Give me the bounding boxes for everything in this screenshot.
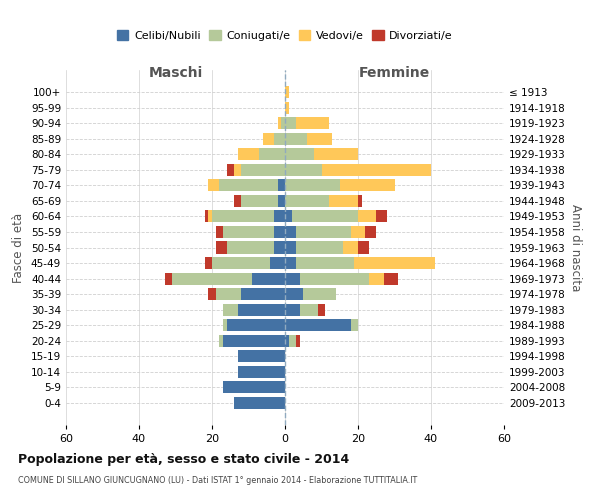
- Bar: [234, 396, 285, 409]
- Bar: [278, 195, 285, 207]
- Bar: [285, 257, 296, 269]
- Bar: [212, 257, 271, 269]
- Bar: [285, 242, 296, 254]
- Bar: [281, 117, 285, 130]
- Bar: [271, 257, 285, 269]
- Bar: [285, 164, 322, 176]
- Bar: [296, 242, 343, 254]
- Text: Popolazione per età, sesso e stato civile - 2014: Popolazione per età, sesso e stato civil…: [18, 452, 349, 466]
- Bar: [303, 288, 336, 300]
- Bar: [358, 195, 362, 207]
- Bar: [212, 210, 274, 222]
- Text: Maschi: Maschi: [148, 66, 203, 80]
- Bar: [223, 226, 274, 238]
- Bar: [234, 164, 241, 176]
- Bar: [383, 272, 398, 284]
- Bar: [296, 257, 355, 269]
- Bar: [369, 272, 383, 284]
- Bar: [350, 319, 358, 331]
- Bar: [289, 334, 296, 346]
- Bar: [172, 272, 252, 284]
- Bar: [296, 117, 329, 130]
- Bar: [350, 226, 365, 238]
- Legend: Celibi/Nubili, Coniugati/e, Vedovi/e, Divorziati/e: Celibi/Nubili, Coniugati/e, Vedovi/e, Di…: [113, 26, 457, 45]
- Bar: [215, 242, 227, 254]
- Bar: [318, 304, 325, 316]
- Bar: [274, 226, 285, 238]
- Bar: [285, 334, 289, 346]
- Bar: [285, 319, 350, 331]
- Bar: [358, 210, 376, 222]
- Bar: [223, 304, 238, 316]
- Bar: [227, 319, 285, 331]
- Bar: [285, 226, 296, 238]
- Bar: [238, 350, 285, 362]
- Bar: [223, 334, 285, 346]
- Bar: [238, 366, 285, 378]
- Bar: [164, 272, 172, 284]
- Bar: [292, 210, 358, 222]
- Bar: [220, 334, 223, 346]
- Bar: [208, 288, 215, 300]
- Bar: [278, 180, 285, 192]
- Bar: [208, 210, 212, 222]
- Bar: [307, 132, 332, 145]
- Bar: [215, 288, 241, 300]
- Text: COMUNE DI SILLANO GIUNCUGNANO (LU) - Dati ISTAT 1° gennaio 2014 - Elaborazione T: COMUNE DI SILLANO GIUNCUGNANO (LU) - Dat…: [18, 476, 417, 485]
- Bar: [355, 257, 434, 269]
- Bar: [285, 180, 340, 192]
- Bar: [358, 242, 369, 254]
- Bar: [329, 195, 358, 207]
- Bar: [241, 164, 285, 176]
- Bar: [285, 102, 289, 114]
- Bar: [205, 210, 208, 222]
- Bar: [205, 257, 212, 269]
- Bar: [285, 148, 314, 160]
- Bar: [241, 288, 285, 300]
- Bar: [285, 132, 307, 145]
- Bar: [259, 148, 285, 160]
- Bar: [343, 242, 358, 254]
- Bar: [299, 272, 369, 284]
- Bar: [223, 319, 227, 331]
- Bar: [285, 195, 329, 207]
- Bar: [274, 242, 285, 254]
- Bar: [340, 180, 395, 192]
- Bar: [274, 210, 285, 222]
- Bar: [285, 210, 292, 222]
- Bar: [241, 195, 278, 207]
- Bar: [274, 132, 285, 145]
- Bar: [376, 210, 387, 222]
- Bar: [314, 148, 358, 160]
- Bar: [285, 86, 289, 99]
- Bar: [365, 226, 376, 238]
- Bar: [238, 304, 285, 316]
- Bar: [299, 304, 318, 316]
- Bar: [238, 148, 259, 160]
- Bar: [227, 242, 274, 254]
- Bar: [234, 195, 241, 207]
- Bar: [227, 164, 234, 176]
- Y-axis label: Fasce di età: Fasce di età: [13, 212, 25, 282]
- Bar: [208, 180, 220, 192]
- Bar: [215, 226, 223, 238]
- Y-axis label: Anni di nascita: Anni di nascita: [569, 204, 582, 291]
- Bar: [285, 117, 296, 130]
- Bar: [285, 288, 303, 300]
- Text: Femmine: Femmine: [359, 66, 430, 80]
- Bar: [285, 272, 299, 284]
- Bar: [252, 272, 285, 284]
- Bar: [296, 226, 350, 238]
- Bar: [223, 381, 285, 394]
- Bar: [322, 164, 431, 176]
- Bar: [285, 304, 299, 316]
- Bar: [278, 117, 281, 130]
- Bar: [220, 180, 278, 192]
- Bar: [263, 132, 274, 145]
- Bar: [296, 334, 299, 346]
